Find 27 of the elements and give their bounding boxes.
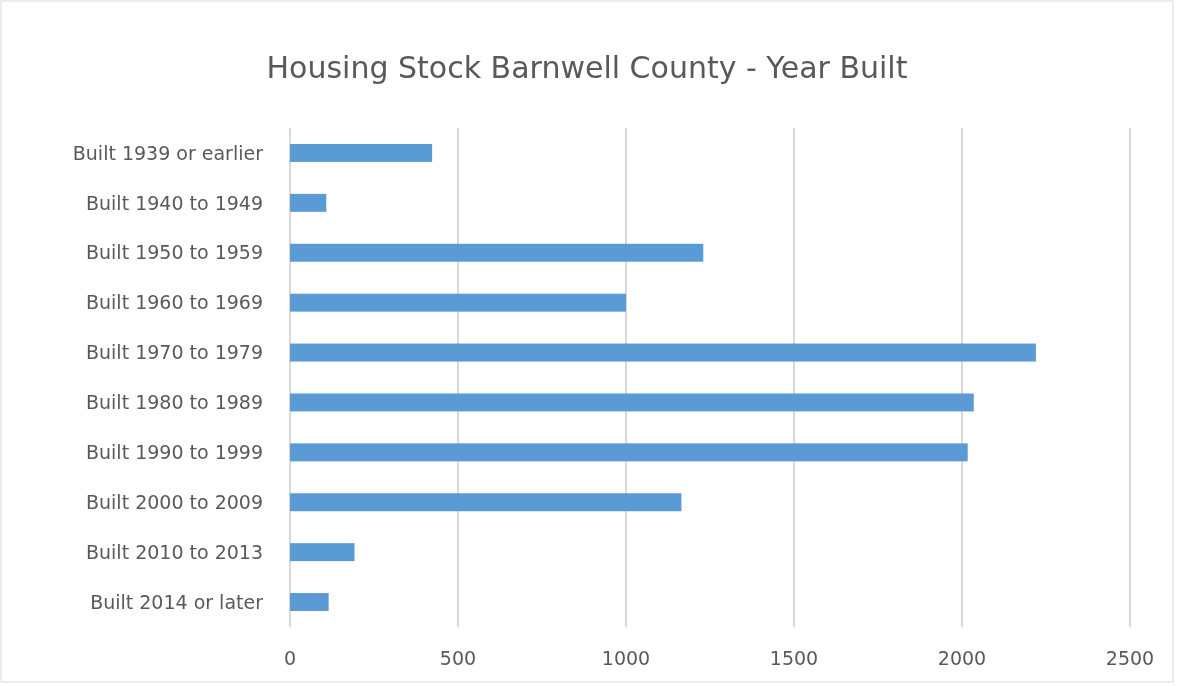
y-tick-label: Built 1990 to 1999	[86, 441, 263, 463]
y-tick-label: Built 1950 to 1959	[86, 241, 263, 264]
y-tick-label: Built 1960 to 1969	[86, 291, 263, 314]
x-tick-label: 1000	[601, 647, 651, 669]
y-tick-label: Built 1940 to 1949	[86, 191, 263, 214]
bar	[290, 343, 1036, 362]
x-tick-label: 1500	[769, 647, 819, 669]
y-tick-label: Built 2000 to 2009	[86, 490, 263, 513]
y-tick-label: Built 2014 or later	[90, 590, 264, 613]
y-tick-label: Built 1980 to 1989	[86, 391, 263, 414]
y-tick-label: Built 1970 to 1979	[86, 341, 263, 364]
bar	[290, 593, 329, 612]
x-tick-label: 2000	[937, 647, 987, 669]
bar	[290, 293, 626, 312]
x-tick-label: 500	[439, 647, 477, 669]
bar	[290, 443, 968, 462]
y-tick-label: Built 2010 to 2013	[86, 540, 263, 563]
y-tick-label: Built 1939 or earlier	[72, 141, 264, 164]
bar	[290, 393, 974, 412]
bar	[290, 193, 327, 212]
bar	[290, 493, 682, 512]
x-tick-label: 0	[283, 647, 297, 669]
bar	[290, 543, 355, 562]
x-tick-label: 2500	[1105, 647, 1155, 669]
bar	[290, 243, 704, 262]
bar	[290, 143, 433, 162]
chart-title: Housing Stock Barnwell County - Year Built	[266, 50, 908, 85]
